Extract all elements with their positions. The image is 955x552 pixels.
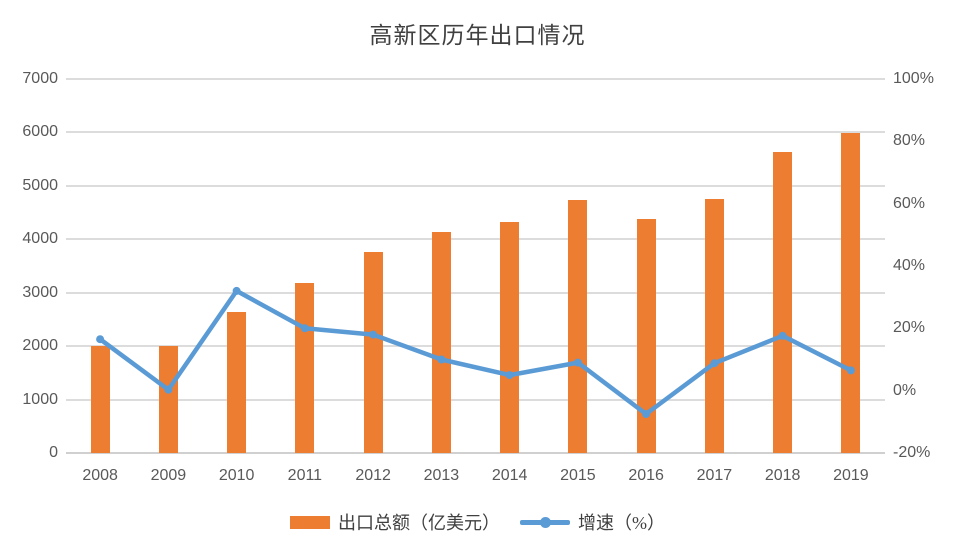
- export-bar: [636, 218, 656, 453]
- left-axis-tick-label: 0: [49, 444, 58, 461]
- h-gridline: [66, 345, 885, 348]
- export-bar: [363, 252, 383, 453]
- right-axis-tick-label: 60%: [893, 194, 926, 212]
- chart-title: 高新区历年出口情况: [369, 23, 586, 48]
- left-axis-tick-label: 4000: [22, 230, 58, 248]
- line-legend-swatch-icon: [520, 516, 570, 528]
- x-axis-tick-label: 2012: [355, 467, 391, 484]
- x-axis-tick-label: 2014: [491, 467, 528, 484]
- left-axis-tick-label: 5000: [22, 176, 58, 194]
- bar-legend-swatch-icon: [290, 515, 330, 529]
- right-axis-tick-label: 40%: [893, 257, 926, 274]
- x-axis-tick-label: 2017: [696, 467, 733, 484]
- line-marker-icon: [540, 516, 551, 528]
- growth-line-marker: [96, 335, 105, 344]
- export-bar: [90, 346, 110, 453]
- export-bar: [773, 152, 793, 453]
- growth-line: [97, 288, 854, 417]
- export-bar: [704, 198, 724, 453]
- x-axis-tick-label: 2008: [82, 467, 118, 484]
- h-gridline: [66, 184, 885, 187]
- x-axis-line: [66, 452, 885, 454]
- h-gridline: [66, 131, 885, 134]
- export-bar: [295, 283, 315, 453]
- h-gridline: [66, 238, 885, 241]
- bar-legend-label: 出口总额（亿美元）: [338, 513, 500, 533]
- export-bar: [158, 346, 178, 453]
- right-axis-tick-label: 0%: [893, 381, 917, 399]
- x-axis-tick-label: 2013: [423, 467, 460, 484]
- x-axis-tick-label: 2011: [287, 467, 323, 484]
- right-axis-tick-label: 80%: [893, 132, 926, 150]
- left-axis-tick-label: 6000: [22, 123, 58, 141]
- h-gridline: [66, 291, 885, 294]
- x-axis-tick-label: 2009: [150, 467, 187, 484]
- x-axis-tick-label: 2016: [628, 467, 664, 484]
- x-axis-tick-label: 2010: [218, 467, 255, 484]
- left-axis-tick-label: 3000: [22, 283, 58, 301]
- export-bar: [841, 133, 861, 453]
- left-axis-tick-label: 7000: [22, 70, 58, 87]
- left-axis-tick-label: 1000: [22, 390, 58, 408]
- export-bar: [568, 200, 588, 453]
- h-gridline: [66, 78, 885, 80]
- legend: 出口总额（亿美元） 增速（%）: [0, 507, 955, 537]
- h-gridline: [66, 398, 885, 401]
- x-axis-tick-label: 2015: [560, 467, 596, 484]
- export-bar: [227, 311, 247, 453]
- export-bar: [500, 221, 520, 453]
- right-axis-tick-label: 100%: [893, 70, 934, 87]
- line-legend-label: 增速（%）: [578, 513, 665, 533]
- right-axis-tick-label: -20%: [893, 444, 931, 461]
- right-axis-tick-label: 20%: [893, 319, 926, 337]
- x-axis-tick-label: 2019: [833, 467, 869, 484]
- x-axis-tick-label: 2018: [764, 467, 801, 484]
- export-bar: [431, 232, 451, 453]
- left-axis-tick-label: 2000: [22, 337, 58, 355]
